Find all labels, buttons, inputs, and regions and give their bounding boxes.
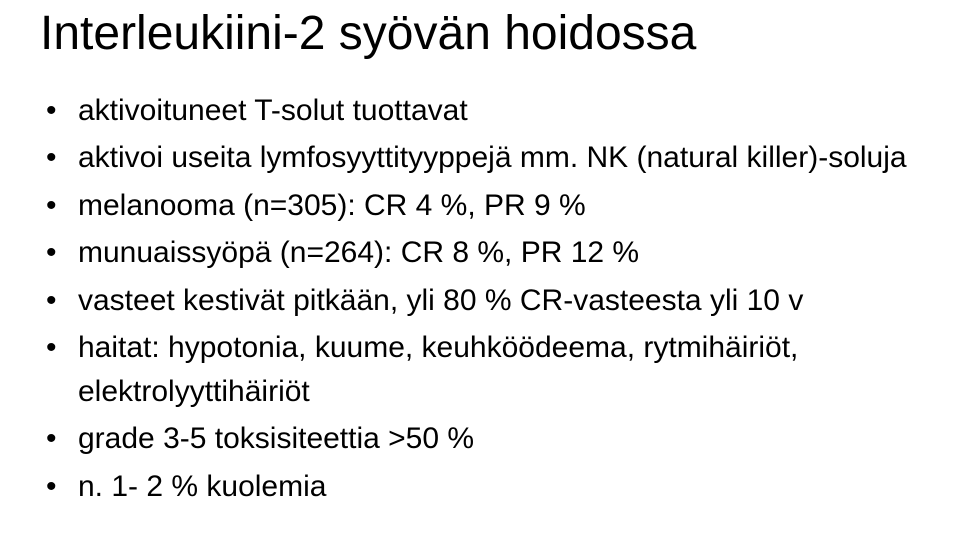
list-item: vasteet kestivät pitkään, yli 80 % CR-va…: [40, 279, 920, 323]
slide-title: Interleukiini-2 syövän hoidossa: [40, 8, 920, 61]
bullet-list: aktivoituneet T-solut tuottavat aktivoi …: [40, 89, 920, 509]
list-item: munuaissyöpä (n=264): CR 8 %, PR 12 %: [40, 231, 920, 275]
list-item: aktivoi useita lymfosyyttityyppejä mm. N…: [40, 136, 920, 180]
list-item: melanooma (n=305): CR 4 %, PR 9 %: [40, 184, 920, 228]
list-item: haitat: hypotonia, kuume, keuhköödeema, …: [40, 326, 920, 413]
list-item: n. 1- 2 % kuolemia: [40, 465, 920, 509]
list-item: aktivoituneet T-solut tuottavat: [40, 89, 920, 133]
slide: Interleukiini-2 syövän hoidossa aktivoit…: [0, 0, 960, 558]
list-item: grade 3-5 toksisiteettia >50 %: [40, 417, 920, 461]
